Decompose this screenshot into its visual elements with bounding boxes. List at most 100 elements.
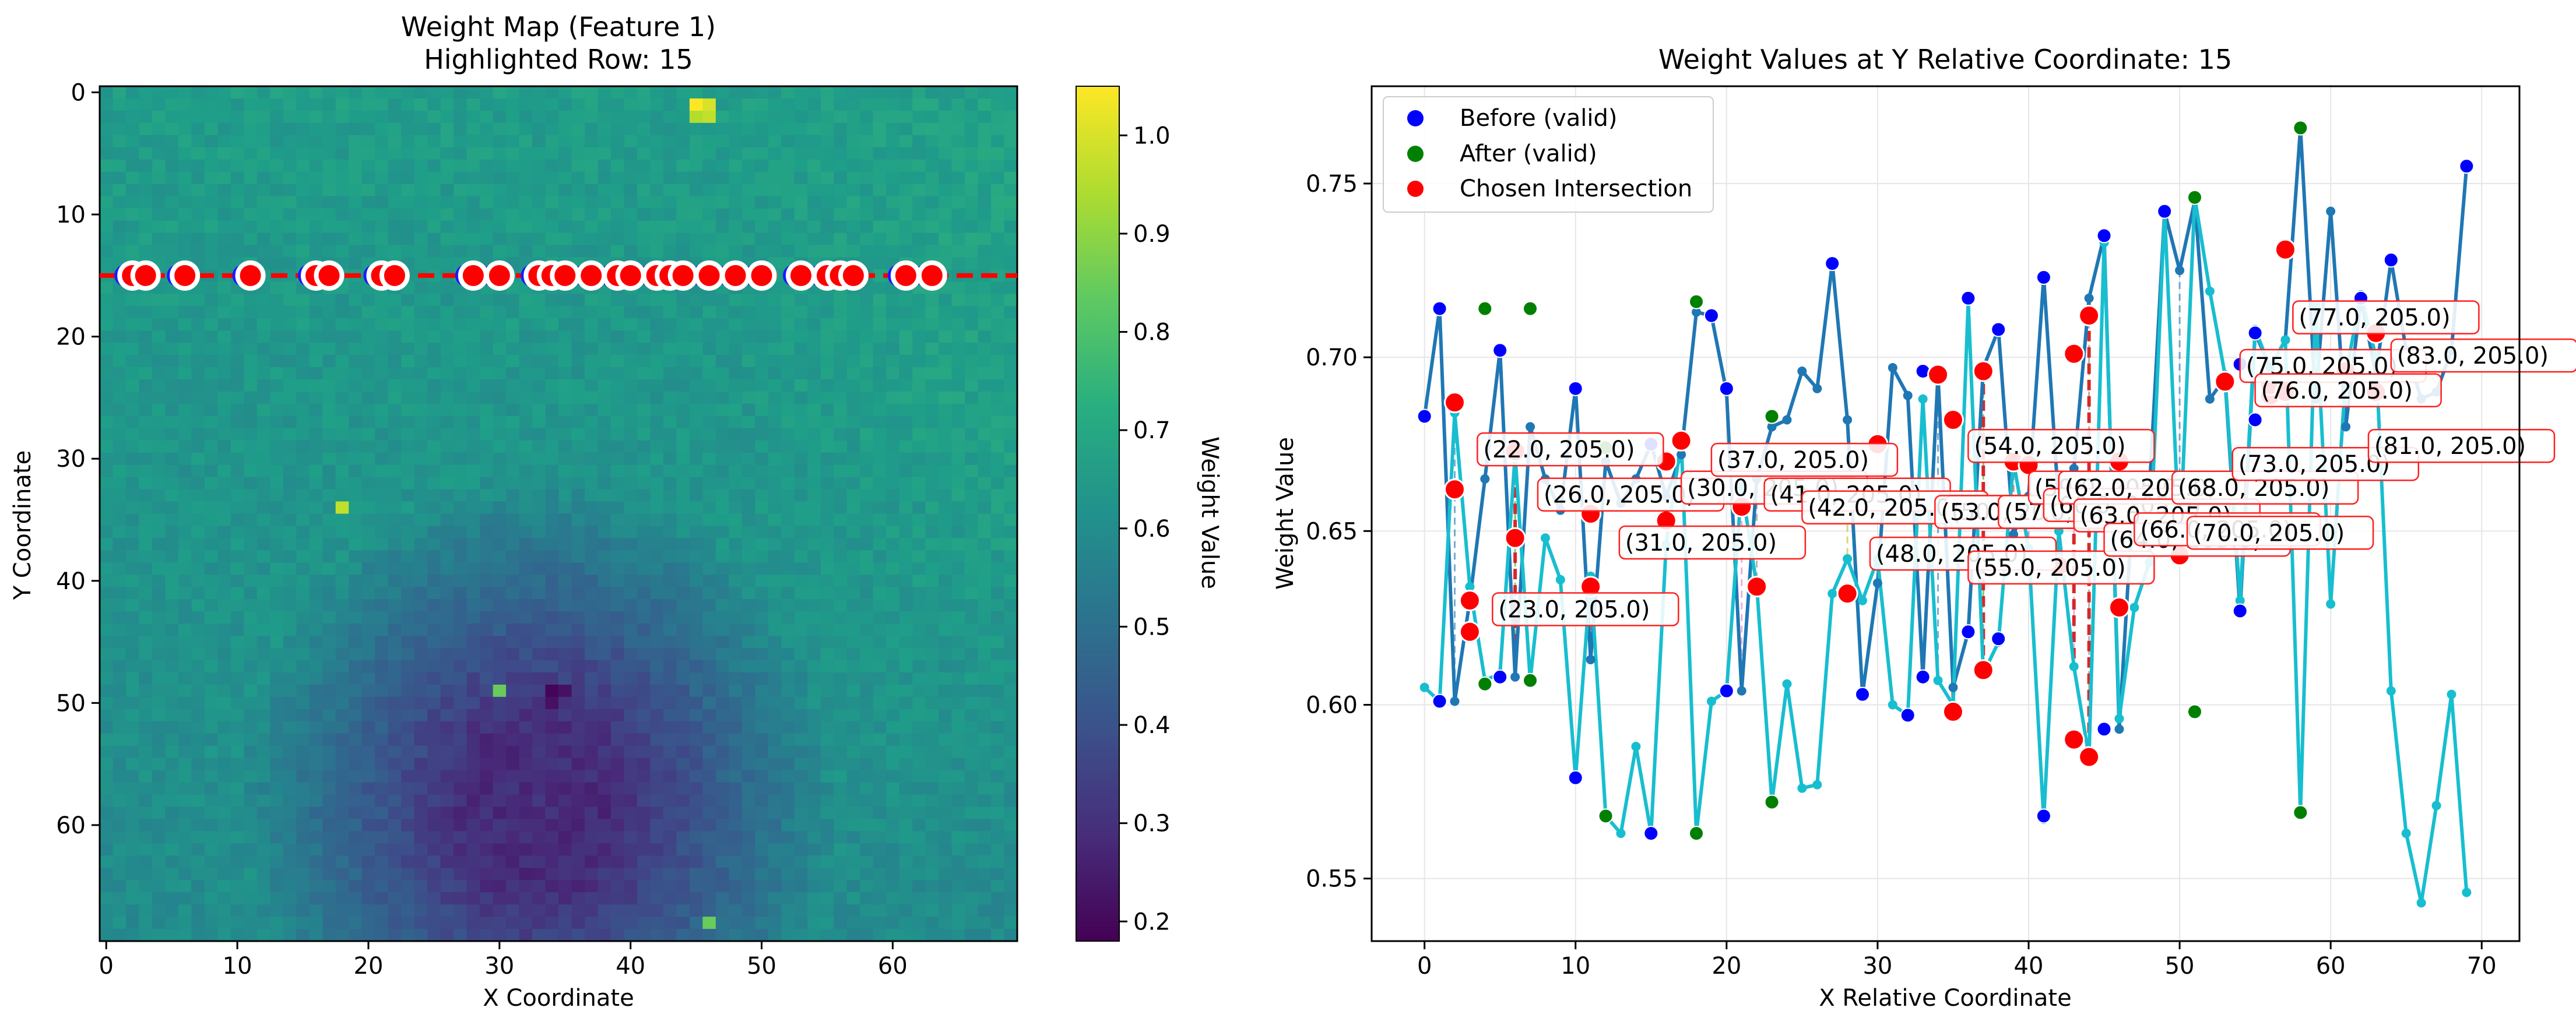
- heatmap-intersection-marker: [694, 260, 725, 291]
- series-2-point: [2205, 286, 2215, 296]
- series-1-point: [1586, 654, 1595, 664]
- series-1-point: [1888, 363, 1897, 373]
- heatmap-x-tick-label: 30: [484, 953, 514, 980]
- heatmap-intersection-marker: [235, 260, 266, 291]
- heatmap-intersection-marker: [550, 260, 581, 291]
- colorbar-tick-label: 1.0: [1133, 122, 1171, 149]
- before-point: [1825, 256, 1840, 272]
- series-1-point: [2084, 293, 2094, 303]
- before-point: [2036, 808, 2051, 824]
- series-2-point: [2069, 661, 2079, 671]
- annotation-text: (26.0, 205.0): [1544, 482, 1695, 509]
- series-1-point: [2205, 394, 2215, 404]
- series-2-point: [2280, 335, 2290, 345]
- after-point: [1689, 294, 1705, 309]
- colorbar-tick-label: 0.4: [1133, 712, 1171, 739]
- series-1-point: [1782, 415, 1792, 425]
- series-1-point: [1510, 672, 1520, 682]
- before-point: [1960, 290, 1976, 306]
- annotation-label: (54.0, 205.0): [1967, 428, 2155, 463]
- before-point: [2096, 721, 2112, 737]
- chosen-point: [1836, 583, 1858, 605]
- line-x-tick-label: 0: [1417, 953, 1432, 980]
- annotation-text: (31.0, 205.0): [1625, 530, 1777, 556]
- legend-label-before: Before (valid): [1460, 105, 1618, 132]
- after-point: [1523, 672, 1538, 688]
- series-2-point: [2326, 599, 2336, 609]
- heatmap-intersection-marker: [458, 260, 489, 291]
- chosen-point: [2078, 305, 2100, 327]
- before-point: [1915, 669, 1931, 685]
- legend-marker-before: [1407, 110, 1424, 126]
- heatmap-y-tick-label: 20: [56, 324, 86, 351]
- heatmap-intersection-marker: [170, 260, 201, 291]
- heatmap-x-tick-label: 50: [747, 953, 776, 980]
- series-1-point: [2326, 206, 2336, 216]
- annotation-label: (55.0, 205.0): [1967, 550, 2155, 585]
- heatmap-intersection-marker: [838, 260, 869, 291]
- series-2-point: [1555, 575, 1565, 584]
- heatmap-x-tick-label: 20: [354, 953, 384, 980]
- after-point: [1764, 408, 1780, 424]
- heatmap-y-ticks: 0 10 20 30 40 50 60: [56, 79, 100, 839]
- before-point: [1432, 301, 1447, 316]
- line-chart-annotations: (22.0, 205.0) (23.0, 205.0) (26.0, 205.0) (…: [1477, 300, 2576, 626]
- before-point: [2383, 252, 2399, 268]
- before-point: [1900, 707, 1916, 723]
- series-1-point: [1526, 422, 1535, 432]
- before-point: [2459, 159, 2475, 174]
- after-point: [1477, 301, 1493, 316]
- line-chart-panel: Weight Values at Y Relative Coordinate: …: [1272, 44, 2576, 1012]
- chosen-point: [1927, 364, 1949, 386]
- chosen-point: [1443, 478, 1466, 501]
- after-point: [1689, 826, 1705, 841]
- series-1-point: [2175, 266, 2185, 276]
- annotation-label: (37.0, 205.0): [1710, 442, 1899, 477]
- series-1-point: [2341, 422, 2351, 432]
- series-2-point: [2431, 801, 2441, 811]
- heatmap-cells: [100, 86, 1018, 942]
- colorbar-tick-label: 0.3: [1133, 811, 1171, 837]
- colorbar-ticks: 0.2 0.3 0.4 0.5 0.6 0.7 0.8 0.9 1.0: [1119, 122, 1171, 935]
- annotation-box: [1967, 428, 2155, 463]
- heatmap-intersection-marker: [785, 260, 816, 291]
- chosen-point: [2063, 728, 2085, 751]
- colorbar-tick-label: 0.6: [1133, 516, 1171, 543]
- colorbar-tick-label: 0.5: [1133, 614, 1171, 640]
- heatmap-intersection-marker: [379, 260, 410, 291]
- series-2-point: [1933, 675, 1943, 685]
- series-2-point: [2401, 829, 2411, 839]
- legend-label-chosen: Chosen Intersection: [1460, 175, 1692, 202]
- annotation-label: (31.0, 205.0): [1618, 525, 1807, 560]
- annotation-box: [1967, 550, 2155, 585]
- heatmap-x-tick-label: 10: [223, 953, 252, 980]
- series-line-1: [1422, 126, 2469, 731]
- before-point: [1643, 826, 1659, 841]
- before-point: [1492, 343, 1508, 358]
- colorbar-label: Weight Value: [1196, 436, 1223, 589]
- line-chart-y-ticks: 0.55 0.60 0.65 0.70 0.75: [1306, 171, 1372, 893]
- series-2-point: [2235, 596, 2245, 605]
- series-1-point: [1843, 415, 1853, 425]
- heatmap-y-tick-label: 30: [56, 446, 86, 473]
- line-x-tick-label: 10: [1561, 953, 1590, 980]
- series-2-point: [2386, 686, 2396, 696]
- annotation-label: (81.0, 205.0): [2367, 428, 2556, 463]
- chosen-point: [1942, 700, 1964, 723]
- annotation-box: [2292, 300, 2480, 334]
- heatmap-intersection-marker: [130, 260, 161, 291]
- legend-box: [1383, 96, 1714, 213]
- before-point: [1718, 683, 1734, 699]
- annotation-label: (26.0, 205.0): [1537, 477, 1725, 512]
- after-point: [2293, 120, 2308, 136]
- heatmap-y-tick-label: 60: [56, 812, 86, 839]
- series-2-point: [2462, 887, 2472, 897]
- series-2-point: [1918, 394, 1928, 404]
- line-x-tick-label: 40: [2014, 953, 2044, 980]
- line-chart-title: Weight Values at Y Relative Coordinate: …: [1658, 44, 2232, 75]
- series-2-point: [1540, 533, 1550, 543]
- series-2-point: [1797, 783, 1807, 793]
- legend-label-after: After (valid): [1460, 140, 1597, 167]
- line-chart-x-axis-label: X Relative Coordinate: [1819, 985, 2071, 1012]
